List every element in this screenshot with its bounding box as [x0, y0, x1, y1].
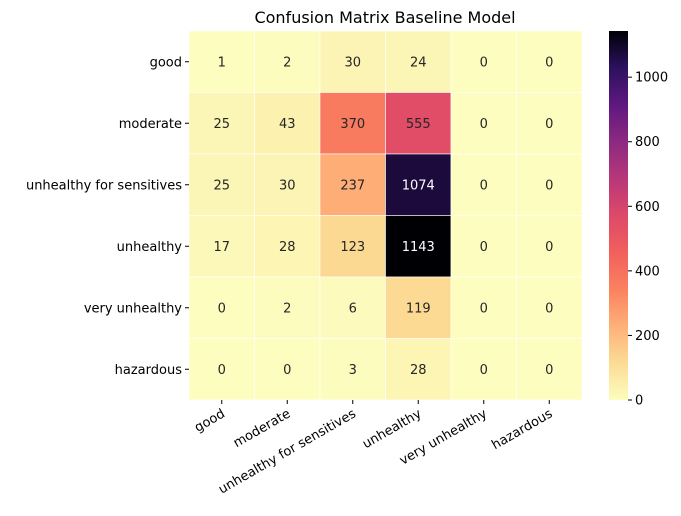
x-tick-label: hazardous: [489, 406, 555, 453]
cell-value-label: 0: [480, 363, 488, 378]
cell-value-label: 0: [545, 55, 553, 70]
heatmap-cell: [254, 30, 321, 93]
heatmap-cell: [450, 30, 517, 93]
cell-value-label: 237: [340, 178, 365, 193]
cell-value-label: 0: [480, 117, 488, 132]
cell-value-label: 30: [279, 178, 296, 193]
heatmap-cell: [188, 153, 255, 216]
heatmap-cell: [254, 215, 321, 278]
cell-value-label: 28: [279, 240, 296, 255]
cell-value-label: 0: [480, 178, 488, 193]
cell-value-label: 555: [406, 117, 431, 132]
cell-value-label: 6: [349, 301, 357, 316]
cell-value-label: 25: [213, 178, 230, 193]
cell-value-label: 0: [218, 301, 226, 316]
heatmap-cell: [516, 153, 583, 216]
heatmap-cell: [319, 153, 386, 216]
heatmap-cell: [319, 30, 386, 93]
heatmap-cell: [385, 276, 452, 339]
colorbar-tick-label: 400: [635, 264, 660, 279]
heatmap-cell: [254, 153, 321, 216]
colorbar-tick-label: 600: [635, 200, 660, 215]
heatmap-cell: [516, 215, 583, 278]
cell-value-label: 0: [218, 363, 226, 378]
y-tick-label: unhealthy: [117, 240, 183, 255]
x-tick-label: good: [192, 406, 228, 435]
cell-value-label: 17: [213, 240, 230, 255]
heatmap-cell: [450, 276, 517, 339]
heatmap-cell: [516, 30, 583, 93]
heatmap-cell: [319, 215, 386, 278]
heatmap-cell: [254, 92, 321, 155]
cell-value-label: 24: [410, 55, 427, 70]
heatmap-cell: [516, 92, 583, 155]
cell-value-label: 0: [545, 117, 553, 132]
heatmap-cell: [385, 92, 452, 155]
cell-value-label: 1: [218, 55, 226, 70]
cell-value-label: 0: [480, 240, 488, 255]
heatmap-cell: [188, 276, 255, 339]
colorbar-tick-label: 800: [635, 135, 660, 150]
heatmap-cell: [385, 30, 452, 93]
cell-value-label: 0: [545, 178, 553, 193]
cell-value-label: 0: [545, 363, 553, 378]
y-tick-label: good: [150, 55, 182, 70]
heatmap-cell: [188, 30, 255, 93]
cell-value-label: 2: [283, 55, 291, 70]
cell-value-label: 370: [340, 117, 365, 132]
y-tick-label: very unhealthy: [84, 301, 182, 316]
colorbar-tick-label: 0: [635, 394, 643, 409]
cell-value-label: 3: [349, 363, 357, 378]
chart-title: Confusion Matrix Baseline Model: [254, 8, 515, 27]
heatmap-cell: [450, 153, 517, 216]
y-tick-label: moderate: [119, 117, 182, 132]
cell-value-label: 1074: [402, 178, 435, 193]
cell-value-label: 28: [410, 363, 427, 378]
cell-value-label: 0: [545, 240, 553, 255]
colorbar-gradient: [609, 31, 628, 400]
heatmap-cell: [450, 338, 517, 401]
cell-value-label: 30: [344, 55, 361, 70]
heatmap-cell: [385, 153, 452, 216]
colorbar-tick-label: 200: [635, 329, 660, 344]
cell-value-label: 119: [406, 301, 431, 316]
cell-value-label: 0: [480, 55, 488, 70]
cell-value-label: 43: [279, 117, 296, 132]
heatmap-cell: [516, 276, 583, 339]
cell-value-label: 0: [283, 363, 291, 378]
y-tick-labels: good moderate unhealthy for sensitives unhe…: [26, 55, 189, 378]
cell-value-label: 123: [340, 240, 365, 255]
y-tick-label: unhealthy for sensitives: [26, 178, 182, 193]
y-tick-label: hazardous: [115, 363, 183, 378]
heatmap-cell: [188, 215, 255, 278]
cell-value-label: 0: [480, 301, 488, 316]
cell-value-label: 2: [283, 301, 291, 316]
heatmap-cell: [516, 338, 583, 401]
colorbar-tick-label: 1000: [635, 71, 668, 86]
heatmap-cell: [319, 276, 386, 339]
heatmap-cells: 1 2 30 24 0 025 43 370 555 0 025 30 237 1074 0 017 28 123…: [188, 30, 583, 401]
heatmap-cell: [385, 215, 452, 278]
colorbar: 0 200 400 600 800 1000: [609, 31, 668, 409]
heatmap-cell: [450, 215, 517, 278]
heatmap-cell: [188, 338, 255, 401]
cell-value-label: 25: [213, 117, 230, 132]
cell-value-label: 0: [545, 301, 553, 316]
cell-value-label: 1143: [402, 240, 435, 255]
